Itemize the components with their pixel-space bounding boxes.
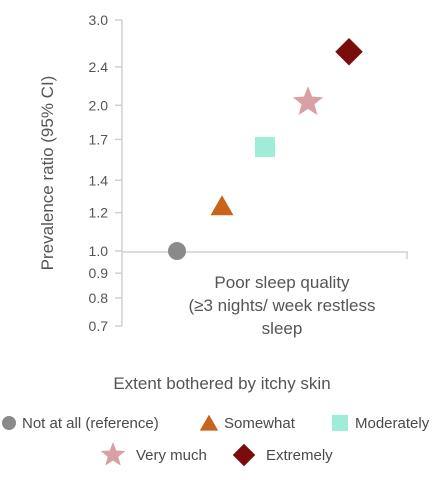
legend-label: Very much bbox=[136, 447, 207, 464]
legend-label: Extremely bbox=[266, 447, 333, 464]
category-label: Poor sleep quality (≥3 nights/ week restl… bbox=[189, 273, 376, 338]
y-tick-label: 1.7 bbox=[89, 131, 109, 147]
y-ticks: 0.7 0.8 0.9 1.0 1.2 1.4 1.7 2.0 2.4 3.0 bbox=[89, 12, 122, 334]
category-label-line: (≥3 nights/ week restless bbox=[189, 296, 376, 315]
y-tick-label: 2.0 bbox=[89, 97, 109, 113]
data-point-circle bbox=[168, 242, 186, 261]
legend-marker-circle bbox=[2, 416, 16, 430]
y-tick-label: 2.4 bbox=[89, 59, 109, 75]
y-tick-label: 0.9 bbox=[89, 265, 109, 281]
x-axis-title: Extent bothered by itchy skin bbox=[113, 374, 330, 393]
legend-label: Moderately bbox=[355, 415, 430, 432]
y-tick-label: 1.4 bbox=[89, 172, 109, 188]
legend-marker-triangle bbox=[199, 414, 219, 431]
y-tick-label: 1.0 bbox=[89, 243, 109, 259]
data-point-star bbox=[292, 86, 324, 116]
data-point-triangle bbox=[210, 195, 234, 216]
legend-label: Somewhat bbox=[224, 415, 296, 432]
legend: Not at all (reference) Somewhat Moderately… bbox=[2, 414, 430, 467]
y-axis-title: Prevalence ratio (95% CI) bbox=[38, 76, 57, 271]
legend-marker-diamond bbox=[232, 443, 256, 467]
legend-marker-square bbox=[332, 415, 348, 431]
y-tick-label: 3.0 bbox=[89, 12, 109, 28]
y-tick-label: 0.8 bbox=[89, 290, 109, 306]
y-tick-label: 0.7 bbox=[89, 318, 109, 334]
y-tick-label: 1.2 bbox=[89, 205, 109, 221]
data-point-diamond bbox=[335, 37, 363, 66]
data-point-square bbox=[255, 136, 275, 157]
category-label-line: Poor sleep quality bbox=[214, 273, 350, 292]
legend-label: Not at all (reference) bbox=[22, 415, 159, 432]
data-points bbox=[168, 37, 363, 261]
legend-marker-star bbox=[100, 441, 126, 466]
category-label-line: sleep bbox=[262, 319, 303, 338]
